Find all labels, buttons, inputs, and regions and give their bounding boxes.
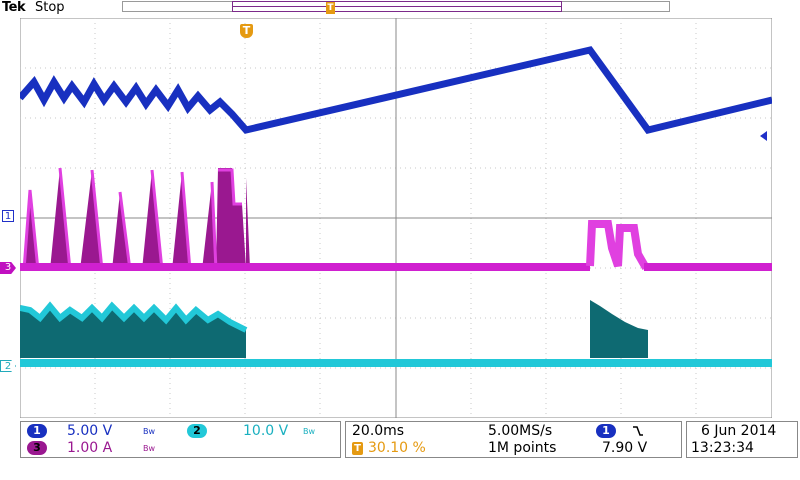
ch2-scale: 10.0 V bbox=[243, 423, 289, 439]
sample-rate: 5.00MS/s bbox=[488, 423, 553, 439]
ch3-bandwidth-limit: Bᴡ bbox=[143, 444, 156, 453]
ch3-waveform bbox=[20, 167, 772, 271]
ch1-badge[interactable]: 1 bbox=[27, 424, 47, 438]
horizontal-position: 30.10 % bbox=[368, 440, 426, 456]
ch1-ground-marker[interactable]: 1 bbox=[2, 210, 14, 222]
ch2-bandwidth-limit: Bᴡ bbox=[303, 427, 316, 436]
acquisition-status: Stop bbox=[35, 0, 65, 15]
trigger-level-marker[interactable] bbox=[760, 131, 767, 141]
trigger-position-marker[interactable]: T bbox=[240, 24, 253, 38]
trigger-source-badge[interactable]: 1 bbox=[596, 424, 616, 438]
ch2-waveform bbox=[20, 300, 772, 367]
record-view-line bbox=[232, 6, 562, 7]
channel-settings-panel[interactable]: 1 5.00 V Bᴡ 2 10.0 V Bᴡ 3 1.00 A Bᴡ bbox=[20, 421, 341, 458]
record-length: 1M points bbox=[488, 440, 557, 456]
trigger-level: 7.90 V bbox=[602, 440, 648, 456]
ch2-badge[interactable]: 2 bbox=[187, 424, 207, 438]
graticule-center-axes bbox=[20, 18, 772, 418]
trigger-position-icon: T bbox=[352, 442, 363, 455]
ch3-ground-marker[interactable]: 3 bbox=[0, 262, 16, 274]
ch3-scale: 1.00 A bbox=[67, 440, 113, 456]
ch1-bandwidth-limit: Bᴡ bbox=[143, 427, 156, 436]
ch3-badge[interactable]: 3 bbox=[27, 441, 47, 455]
time-display: 13:23:34 bbox=[691, 440, 754, 456]
ch1-scale: 5.00 V bbox=[67, 423, 113, 439]
top-status-bar: Tek Stop T bbox=[0, 0, 800, 16]
ch1-waveform bbox=[20, 46, 772, 134]
date-display: 6 Jun 2014 bbox=[701, 423, 777, 439]
waveform-graticule bbox=[20, 18, 772, 418]
ch2-ground-marker[interactable]: 2 bbox=[0, 360, 16, 372]
brand-logo: Tek bbox=[2, 0, 26, 15]
horizontal-scale: 20.0ms bbox=[352, 423, 405, 439]
datetime-panel: 6 Jun 2014 13:23:34 bbox=[686, 421, 798, 458]
timebase-trigger-panel[interactable]: 20.0ms 5.00MS/s T 30.10 % 1M points 1 7.… bbox=[345, 421, 682, 458]
trigger-position-marker-top[interactable]: T bbox=[326, 2, 335, 14]
falling-edge-icon bbox=[632, 425, 644, 441]
